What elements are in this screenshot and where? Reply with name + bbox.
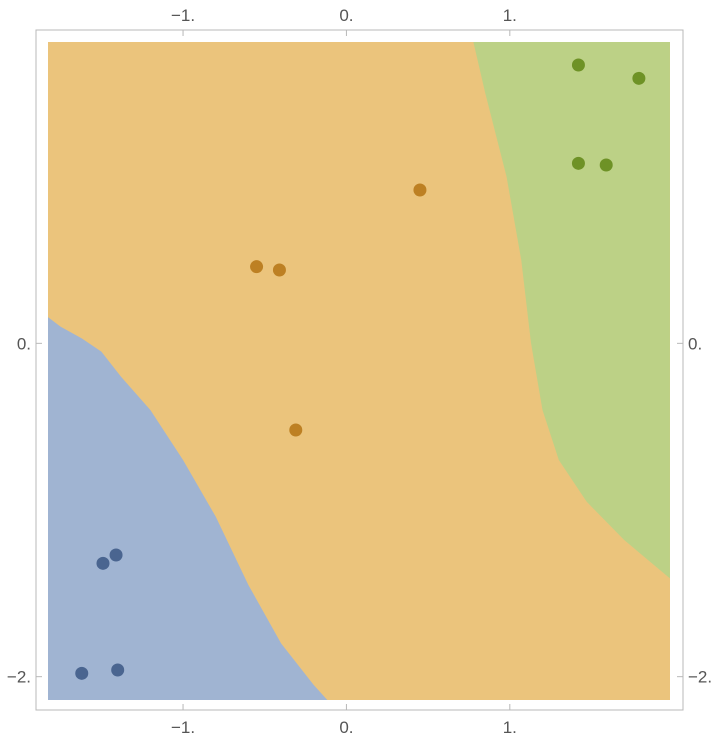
data-point-class-3: [571, 156, 585, 170]
data-point-class-3: [599, 158, 613, 172]
x-tick-label-bottom: 1.: [503, 718, 517, 737]
data-point-class-1: [109, 548, 123, 562]
x-tick-label-top: 1.: [503, 6, 517, 25]
data-point-class-1: [75, 666, 89, 680]
x-tick-label-bottom: 0.: [339, 718, 353, 737]
data-point-class-2: [272, 263, 286, 277]
data-point-class-2: [250, 260, 264, 274]
class-3-region: [473, 42, 670, 579]
plot-frame: [35, 29, 684, 711]
y-tick-label-right: −2.: [688, 668, 712, 687]
data-point-class-2: [413, 183, 427, 197]
y-tick-label-left: −2.: [7, 668, 31, 687]
data-points: [75, 58, 646, 680]
x-tick-label-top: 0.: [339, 6, 353, 25]
y-tick-label-left: 0.: [17, 334, 31, 353]
x-tick-label-bottom: −1.: [171, 718, 195, 737]
decision-regions: [48, 42, 670, 700]
data-point-class-1: [96, 556, 110, 570]
data-point-class-1: [111, 663, 125, 677]
data-point-class-2: [289, 423, 303, 437]
data-point-class-3: [632, 71, 646, 85]
x-tick-label-top: −1.: [171, 6, 195, 25]
data-point-class-3: [571, 58, 585, 72]
class-1-region: [48, 317, 328, 700]
axis-ticks: −1. −1. 0. 0. 1. 1. 0. 0. −2. −2.: [7, 6, 712, 737]
y-tick-label-right: 0.: [688, 334, 702, 353]
